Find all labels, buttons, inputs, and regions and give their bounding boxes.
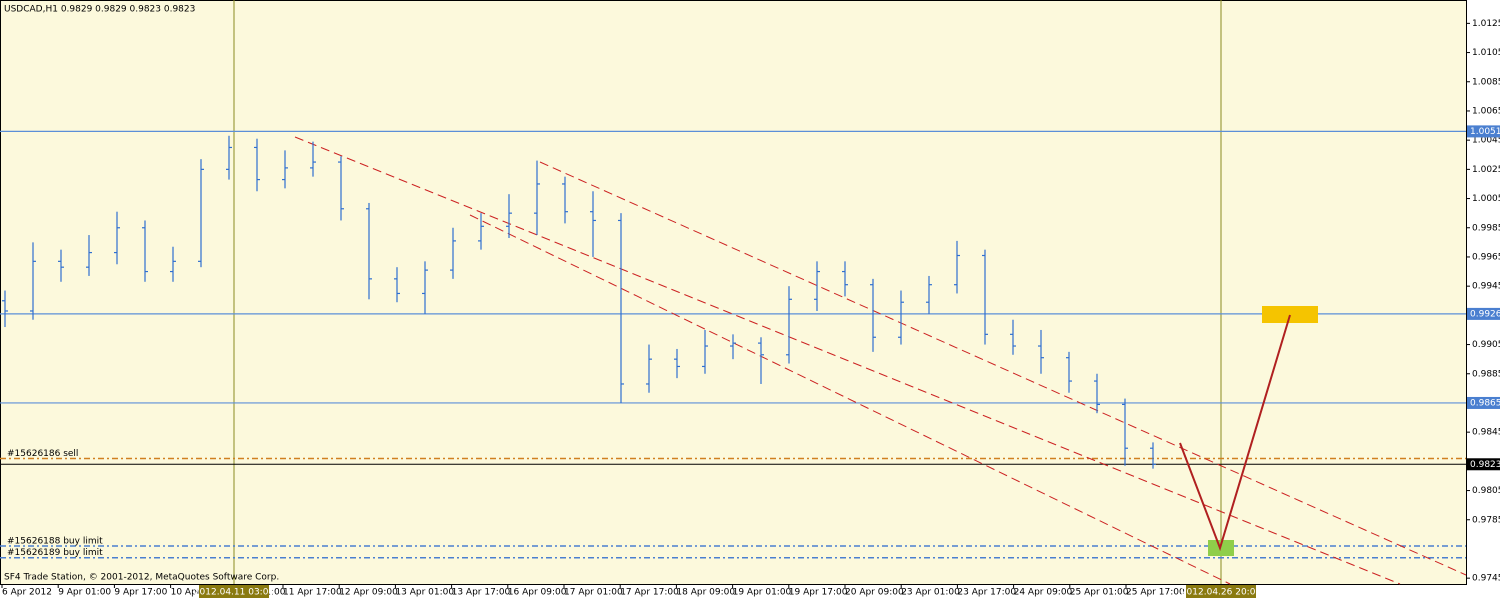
x-tick-label: 19 Apr 01:00 (733, 588, 792, 598)
x-tick-label: 18 Apr 09:00 (676, 588, 735, 598)
time-marker-label: 2012.04.26 20:00 (1181, 588, 1262, 598)
x-tick-label: 16 Apr 09:00 (508, 588, 567, 598)
x-tick-label: 13 Apr 01:00 (395, 588, 454, 598)
x-tick-label: 25 Apr 01:00 (1070, 588, 1129, 598)
y-tick-label: 0.9745 (1472, 574, 1500, 584)
y-tick-label: 0.9785 (1472, 515, 1500, 525)
y-tick-label: 0.9965 (1472, 252, 1500, 262)
price-level-label: 0.9865 (1470, 398, 1500, 408)
order-label: #15626188 buy limit (7, 537, 103, 547)
y-tick-label: 0.9845 (1472, 428, 1500, 438)
x-tick-label: 23 Apr 01:00 (901, 588, 960, 598)
plot-area (0, 0, 1467, 585)
y-tick-label: 0.9905 (1472, 340, 1500, 350)
copyright: SF4 Trade Station, © 2001-2012, MetaQuot… (4, 573, 279, 583)
order-label: #15626189 buy limit (7, 548, 103, 558)
current-price-label-box (1467, 458, 1500, 471)
y-tick-label: 1.0125 (1472, 19, 1500, 29)
x-tick-label: 19 Apr 17:00 (789, 588, 848, 598)
y-tick-label: 1.0085 (1472, 77, 1500, 87)
trend-line (294, 136, 1401, 585)
time-marker-box (1186, 585, 1256, 598)
price-level-label-box (1467, 307, 1500, 320)
y-tick-label: 1.0045 (1472, 136, 1500, 146)
price-level-label-box (1467, 396, 1500, 409)
target-zone (1262, 306, 1318, 323)
y-tick-label: 0.9805 (1472, 486, 1500, 496)
x-tick-label: 17 Apr 17:00 (620, 588, 679, 598)
trend-line (539, 161, 1467, 576)
trend-line (469, 214, 1231, 585)
x-tick-label: 9 Apr 17:00 (114, 588, 167, 598)
trend-lines (294, 136, 1467, 585)
time-marker-box (199, 585, 269, 598)
y-tick-label: 0.9885 (1472, 369, 1500, 379)
y-tick-label: 0.9985 (1472, 223, 1500, 233)
price-level-label: 0.9926 (1470, 309, 1500, 319)
x-tick-label: 6 Apr 2012 (2, 588, 52, 598)
time-marker-label: 2012.04.11 03:00 (194, 588, 275, 598)
price-level-label: 1.0051 (1470, 127, 1500, 137)
y-tick-label: 0.9945 (1472, 282, 1500, 292)
y-tick-label: 1.0005 (1472, 194, 1500, 204)
x-tick-label: 23 Apr 17:00 (957, 588, 1016, 598)
x-tick-label: 13 Apr 17:00 (452, 588, 511, 598)
x-tick-label: 17 Apr 01:00 (564, 588, 623, 598)
forecast-arrow (1179, 314, 1291, 552)
x-tick-label: 20 Apr 09:00 (845, 588, 904, 598)
y-tick-label: 1.0105 (1472, 48, 1500, 58)
price-level-label-box (1467, 125, 1500, 138)
x-tick-label: 24 Apr 09:00 (1014, 588, 1073, 598)
x-tick-label: 11 Apr 17:00 (283, 588, 342, 598)
chart-title: USDCAD,H1 0.9829 0.9829 0.9823 0.9823 (4, 5, 195, 15)
x-tick-label: 9 Apr 01:00 (58, 588, 111, 598)
x-tick-label: 25 Apr 17:00 (1126, 588, 1185, 598)
order-label: #15626186 sell (7, 449, 78, 459)
y-tick-label: 1.0065 (1472, 106, 1500, 116)
x-tick-label: 12 Apr 09:00 (339, 588, 398, 598)
current-price-label: 0.9823 (1470, 460, 1500, 470)
